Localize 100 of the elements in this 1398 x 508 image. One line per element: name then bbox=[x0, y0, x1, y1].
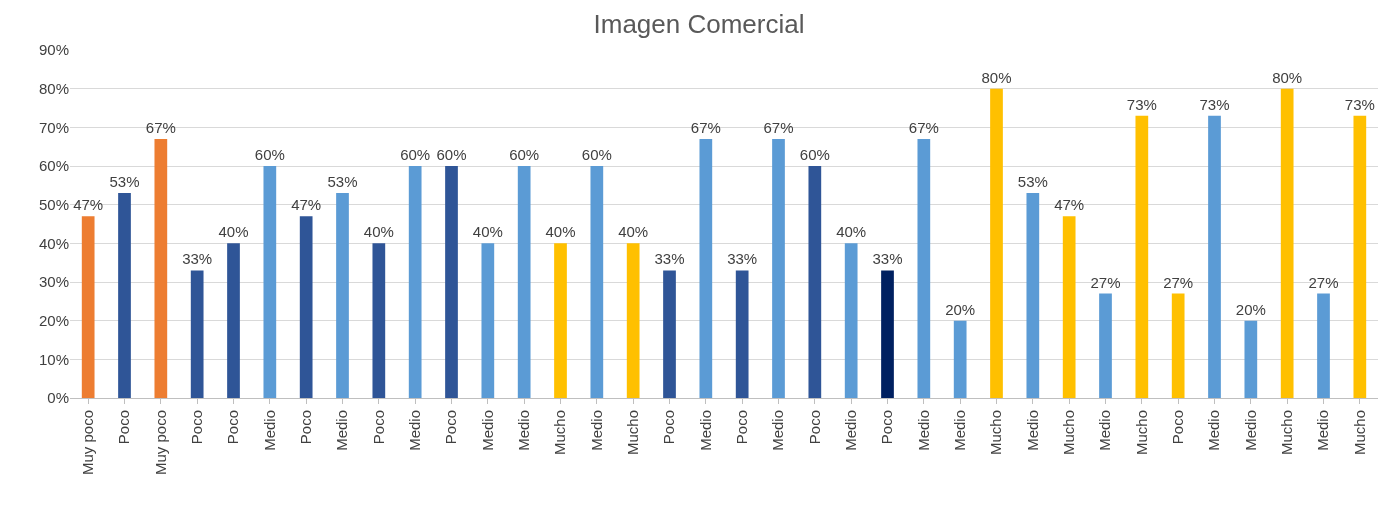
x-tick-label: Mucho bbox=[1350, 410, 1368, 456]
bar bbox=[299, 216, 313, 398]
x-tick-label: Poco bbox=[369, 410, 387, 445]
y-tick-label: 80% bbox=[38, 79, 69, 97]
data-label: 33% bbox=[727, 250, 758, 268]
bar bbox=[445, 166, 458, 398]
bar bbox=[590, 166, 604, 398]
x-tick-label: Medio bbox=[1314, 410, 1332, 451]
data-label: 47% bbox=[291, 196, 322, 214]
x-tick-label: Medio bbox=[333, 410, 351, 451]
x-tick-label: Medio bbox=[260, 410, 278, 451]
data-label: 80% bbox=[981, 68, 1012, 86]
data-label: 67% bbox=[145, 118, 176, 136]
data-label: 27% bbox=[1090, 273, 1121, 291]
y-tick-label: 30% bbox=[38, 273, 69, 291]
data-label: 67% bbox=[690, 118, 721, 136]
bar bbox=[227, 243, 240, 398]
data-label: 40% bbox=[218, 223, 249, 241]
data-label: 60% bbox=[436, 146, 467, 163]
data-label: 33% bbox=[872, 250, 903, 268]
bar bbox=[990, 88, 1003, 398]
data-label: 40% bbox=[618, 223, 649, 241]
data-label: 33% bbox=[182, 250, 213, 268]
x-tick-label: Medio bbox=[696, 410, 714, 451]
chart-title: Imagen Comercial bbox=[593, 9, 805, 40]
bar bbox=[517, 166, 531, 398]
bar bbox=[1280, 88, 1294, 398]
y-tick-label: 10% bbox=[38, 350, 69, 368]
data-label: 60% bbox=[254, 146, 285, 163]
bar bbox=[1208, 115, 1221, 398]
y-tick-label: 90% bbox=[38, 41, 69, 59]
bar bbox=[1244, 320, 1258, 398]
bar bbox=[1317, 293, 1330, 398]
data-label: 53% bbox=[1017, 173, 1048, 191]
x-tick-label: Medio bbox=[1023, 410, 1041, 451]
bar bbox=[1353, 115, 1367, 398]
x-tick-label: Poco bbox=[188, 410, 206, 445]
x-tick-label: Poco bbox=[660, 410, 678, 445]
y-tick-label: 60% bbox=[38, 157, 69, 175]
bar bbox=[118, 193, 131, 398]
bar bbox=[1062, 216, 1076, 398]
data-label: 67% bbox=[908, 118, 939, 136]
bar bbox=[917, 138, 931, 398]
y-tick-label: 70% bbox=[38, 118, 69, 136]
bar bbox=[1171, 293, 1185, 398]
data-label: 40% bbox=[836, 223, 867, 241]
bar bbox=[626, 243, 640, 398]
bar bbox=[336, 193, 349, 398]
x-tick-label: Medio bbox=[951, 410, 969, 451]
x-tick-label: Medio bbox=[769, 410, 787, 451]
x-tick-label: Medio bbox=[914, 410, 932, 451]
bar bbox=[699, 138, 713, 398]
data-label: 40% bbox=[363, 223, 394, 241]
x-tick-label: Poco bbox=[1169, 410, 1187, 445]
data-label: 20% bbox=[945, 300, 976, 318]
bar bbox=[372, 243, 386, 398]
bar bbox=[1026, 193, 1040, 398]
x-tick-label: Mucho bbox=[1060, 410, 1078, 456]
y-tick-label: 40% bbox=[38, 234, 69, 252]
data-label: 60% bbox=[799, 146, 830, 163]
x-tick-label: Medio bbox=[1241, 410, 1259, 451]
data-label: 73% bbox=[1126, 95, 1157, 113]
bar bbox=[190, 270, 204, 398]
data-label: 73% bbox=[1199, 95, 1230, 113]
x-tick-label: Muy poco bbox=[151, 410, 169, 476]
bar bbox=[844, 243, 858, 398]
x-tick-label: Mucho bbox=[987, 410, 1005, 456]
bar bbox=[481, 243, 495, 398]
data-label: 27% bbox=[1308, 273, 1339, 291]
data-label: 67% bbox=[763, 118, 794, 136]
x-tick-label: Poco bbox=[878, 410, 896, 445]
x-tick-label: Poco bbox=[442, 410, 460, 445]
y-tick-label: 0% bbox=[47, 389, 69, 407]
bar bbox=[953, 320, 967, 398]
data-label: 20% bbox=[1235, 300, 1266, 318]
bar bbox=[1135, 115, 1149, 398]
bar bbox=[263, 166, 277, 398]
x-tick-label: Medio bbox=[478, 410, 496, 451]
bar bbox=[663, 270, 676, 398]
bar bbox=[735, 270, 749, 398]
x-tick-label: Mucho bbox=[1132, 410, 1150, 456]
data-label: 60% bbox=[509, 146, 540, 163]
x-tick-label: Muy poco bbox=[79, 410, 97, 476]
bar bbox=[408, 166, 422, 398]
x-tick-label: Medio bbox=[406, 410, 424, 451]
x-tick-label: Medio bbox=[1096, 410, 1114, 451]
x-tick-label: Medio bbox=[587, 410, 605, 451]
data-label: 53% bbox=[109, 173, 140, 191]
x-tick-label: Poco bbox=[224, 410, 242, 445]
x-tick-label: Mucho bbox=[1278, 410, 1296, 456]
bar bbox=[81, 216, 95, 398]
data-label: 60% bbox=[400, 146, 431, 163]
x-tick-label: Mucho bbox=[551, 410, 569, 456]
data-label: 73% bbox=[1344, 95, 1375, 113]
data-label: 27% bbox=[1163, 273, 1194, 291]
bar bbox=[154, 138, 168, 398]
data-label: 40% bbox=[545, 223, 576, 241]
x-tick-label: Poco bbox=[297, 410, 315, 445]
data-label: 80% bbox=[1272, 68, 1303, 86]
x-tick-label: Mucho bbox=[624, 410, 642, 456]
